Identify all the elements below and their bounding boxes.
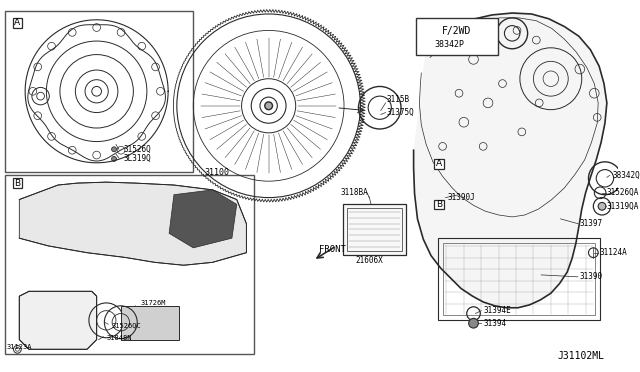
Text: B: B	[436, 200, 442, 209]
Text: FRONT: FRONT	[319, 245, 346, 254]
Text: A: A	[14, 18, 20, 27]
Text: 31526Q: 31526Q	[124, 145, 152, 154]
Text: 3115B: 3115B	[387, 96, 410, 105]
Text: 31394E: 31394E	[483, 306, 511, 315]
Circle shape	[111, 147, 116, 152]
Text: 31390: 31390	[580, 272, 603, 281]
Bar	[347, 208, 402, 251]
Text: 31848N: 31848N	[106, 335, 132, 341]
Text: 31123A: 31123A	[7, 344, 32, 350]
Text: A: A	[436, 159, 442, 168]
Text: F/2WD: F/2WD	[442, 26, 471, 36]
Text: 31375Q: 31375Q	[387, 108, 414, 117]
Polygon shape	[121, 306, 179, 340]
Text: 3118BA: 3118BA	[340, 188, 368, 197]
Polygon shape	[19, 182, 246, 265]
Text: 31726M: 31726M	[140, 300, 166, 306]
Bar	[443, 243, 595, 315]
Text: 38342Q: 38342Q	[612, 171, 640, 180]
Text: 38342P: 38342P	[435, 41, 465, 49]
Circle shape	[598, 202, 606, 210]
Text: 31390J: 31390J	[447, 193, 475, 202]
Text: B: B	[14, 179, 20, 187]
Text: 31100: 31100	[204, 168, 229, 177]
Circle shape	[111, 157, 116, 161]
Circle shape	[468, 318, 478, 328]
Bar	[13, 178, 22, 188]
Bar	[343, 204, 406, 254]
Text: J31102ML: J31102ML	[558, 351, 605, 361]
Circle shape	[265, 102, 273, 110]
Text: 31526QC: 31526QC	[111, 322, 141, 328]
Text: 31397: 31397	[580, 219, 603, 228]
Bar	[434, 199, 444, 209]
Bar	[438, 238, 600, 320]
Polygon shape	[169, 190, 237, 248]
Bar	[5, 11, 193, 173]
Bar	[434, 159, 444, 169]
Text: 3L319Q: 3L319Q	[124, 154, 152, 163]
Text: 31124A: 31124A	[599, 248, 627, 257]
Text: 31394: 31394	[483, 319, 506, 328]
Bar	[5, 175, 254, 354]
Text: 31319QA: 31319QA	[607, 202, 639, 211]
Bar	[415, 18, 498, 55]
Polygon shape	[413, 13, 607, 308]
Text: 21606X: 21606X	[356, 256, 383, 265]
Text: 31526QA: 31526QA	[607, 188, 639, 197]
Polygon shape	[19, 291, 97, 349]
Bar	[13, 18, 22, 28]
